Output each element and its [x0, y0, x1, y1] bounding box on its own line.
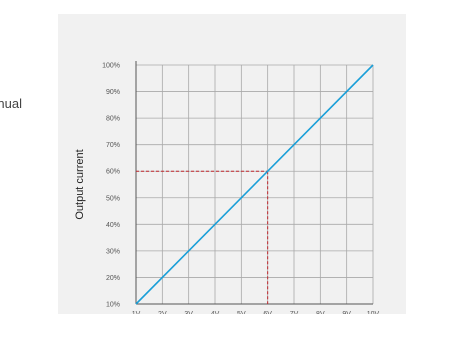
y-tick-label: 80% — [106, 116, 120, 123]
x-tick-label: 8V — [316, 311, 325, 314]
x-tick-label: 10V — [367, 311, 380, 314]
y-axis-title: Output current — [74, 149, 86, 219]
x-tick-label: 5V — [237, 311, 246, 314]
y-tick-label: 30% — [106, 248, 120, 255]
y-tick-label: 100% — [102, 63, 120, 70]
x-tick-label: 4V — [211, 311, 220, 314]
line-chart: 1V 2V 3V 4V 5V 6V 7V 8V 9V 10V 10% 20% 30% 40% 50% 60% 7… — [74, 61, 380, 314]
x-tick-label: 6V — [263, 311, 272, 314]
side-text-fragment: manual. — [0, 96, 22, 111]
y-tick-label: 40% — [106, 222, 120, 229]
y-tick-label: 50% — [106, 195, 120, 202]
x-tick-label: 7V — [290, 311, 299, 314]
x-tick-label: 9V — [342, 311, 351, 314]
y-tick-label: 70% — [106, 142, 120, 149]
y-tick-label: 20% — [106, 275, 120, 282]
x-tick-label: 3V — [184, 311, 193, 314]
y-tick-label: 10% — [106, 302, 120, 309]
x-tick-label: 1V — [132, 311, 141, 314]
y-tick-label: 60% — [106, 169, 120, 176]
series-line — [135, 64, 374, 305]
chart-panel: 1V 2V 3V 4V 5V 6V 7V 8V 9V 10V 10% 20% 30% 40% 50% 60% 7… — [58, 14, 406, 314]
x-tick-label: 2V — [158, 311, 167, 314]
y-tick-label: 90% — [106, 89, 120, 96]
